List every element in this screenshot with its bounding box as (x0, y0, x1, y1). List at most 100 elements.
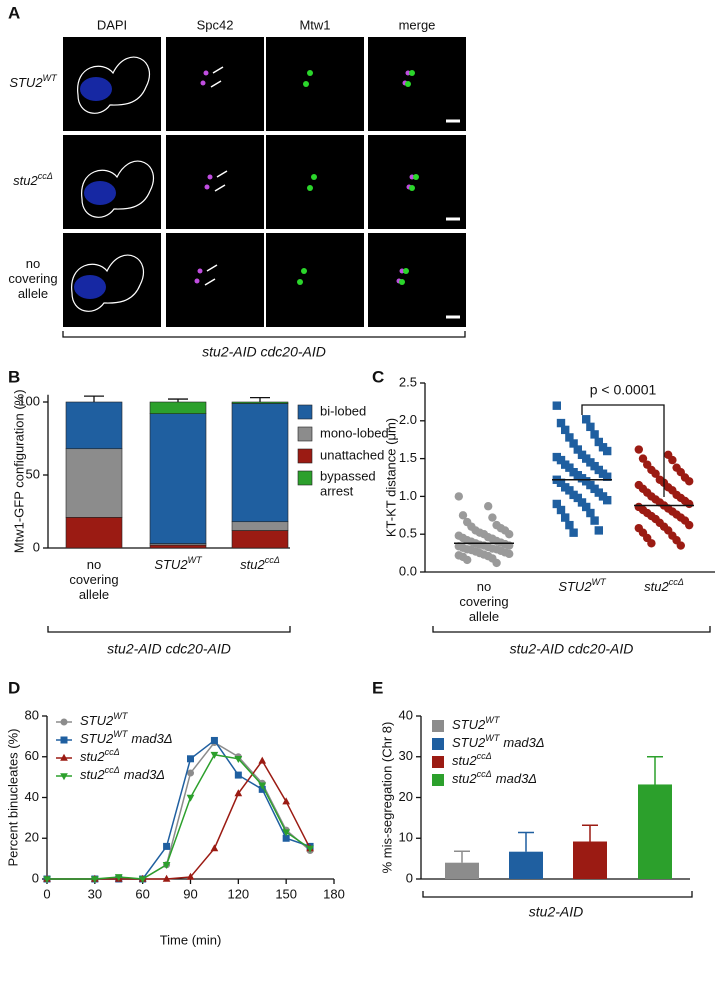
data-point (685, 499, 694, 509)
legend-swatch (432, 774, 444, 786)
arrow (210, 66, 224, 88)
micrograph (166, 233, 264, 327)
spindle-pole (409, 174, 415, 180)
legend-label: STU2WT mad3Δ (80, 729, 173, 746)
data-point (234, 771, 242, 779)
micrograph (63, 135, 161, 229)
kinetochore (303, 81, 309, 87)
legend-label-base: stu2 (452, 753, 477, 768)
spindle-pole (203, 70, 209, 76)
spindle-pole (399, 268, 405, 274)
data-point (258, 756, 267, 764)
legend-label-after: mad3Δ (124, 767, 165, 782)
legend-label-after: mad3Δ (131, 731, 172, 746)
x-tick-label: stu2ccΔ (644, 577, 684, 594)
legend-swatch (297, 470, 313, 486)
data-point (647, 539, 656, 548)
row-label-base: STU2 (9, 75, 43, 90)
legend-marker (60, 736, 68, 744)
bar-segment (65, 517, 123, 549)
data-point (603, 472, 612, 481)
data-point (634, 445, 643, 454)
data-point (582, 415, 591, 424)
x-tick-label: STU2WT (154, 555, 203, 572)
bar-segment (149, 544, 207, 549)
row-label-sup: WT (43, 73, 59, 83)
legend-label-line: arrest (320, 484, 354, 499)
significance-bracket (581, 404, 665, 497)
data-point (552, 499, 561, 509)
legend-swatch (432, 756, 444, 768)
x-tick-label-line: allele (79, 587, 109, 602)
column-header: merge (399, 17, 436, 32)
error-bar (582, 824, 598, 842)
legend-marker (60, 753, 68, 761)
y-tick-label: 1.0 (399, 488, 417, 503)
data-point (638, 454, 648, 463)
bar (573, 841, 607, 879)
data-point (594, 437, 603, 447)
panel-label: E (372, 678, 383, 697)
legend-label-after: mad3Δ (496, 771, 537, 786)
data-point (186, 872, 195, 880)
legend-label: stu2ccΔ mad3Δ (452, 769, 537, 786)
data-point (210, 844, 219, 852)
legend-swatch (297, 404, 313, 420)
spindle-pole (204, 184, 210, 190)
data-point (676, 541, 685, 550)
kinetochore (301, 268, 307, 274)
data-point (685, 477, 694, 486)
x-tick-label-base: stu2 (644, 579, 669, 594)
micrograph (368, 135, 466, 229)
legend-swatch (432, 738, 444, 750)
row-label: no covering allele (8, 256, 57, 301)
data-point (556, 418, 566, 428)
micrograph (266, 37, 364, 131)
data-point (484, 502, 493, 511)
error-bar (454, 850, 470, 863)
legend-label-base: stu2 (80, 749, 105, 764)
x-tick-label: 120 (227, 886, 249, 901)
nucleus-stain (80, 77, 112, 101)
micrograph (368, 233, 466, 327)
data-point (458, 511, 468, 520)
data-point (556, 505, 566, 515)
data-point (186, 794, 195, 802)
legend-label-sup: WT (485, 733, 501, 743)
y-tick-label: 0 (406, 870, 413, 885)
image-background (63, 135, 161, 229)
legend-label-sup: WT (485, 715, 501, 725)
bar-segment (65, 401, 123, 450)
image-background (166, 135, 264, 229)
legend-label-base: stu2 (452, 771, 477, 786)
row-label-base: stu2 (13, 173, 38, 188)
error-bar (647, 756, 663, 785)
micrograph (166, 37, 264, 131)
micrograph (368, 37, 466, 131)
x-tick-label: 150 (275, 886, 297, 901)
x-tick-label: STU2WT (558, 577, 607, 594)
cell-outline (81, 160, 155, 218)
y-tick-label: 80 (25, 707, 39, 722)
data-point (582, 502, 591, 512)
legend-marker (60, 773, 68, 781)
x-tick-label-line: no (87, 557, 101, 572)
arrow (204, 264, 218, 286)
data-point (90, 876, 99, 884)
legend-label: STU2WT (452, 715, 501, 732)
data-point (492, 558, 501, 568)
panel-label: B (8, 367, 20, 386)
image-background (266, 37, 364, 131)
legend-label: stu2ccΔ (452, 751, 492, 768)
legend-label: bypassed arrest (320, 469, 376, 499)
data-point (603, 495, 612, 505)
caption-bracket (432, 626, 711, 633)
kinetochore (307, 185, 313, 191)
kinetochore (403, 268, 409, 274)
caption-bracket (422, 891, 693, 898)
x-tick-label: 30 (88, 886, 102, 901)
bar-segment (149, 401, 207, 414)
x-tick-label-sup: ccΔ (669, 577, 684, 587)
kinetochore (409, 70, 415, 76)
legend-swatch (432, 720, 444, 732)
